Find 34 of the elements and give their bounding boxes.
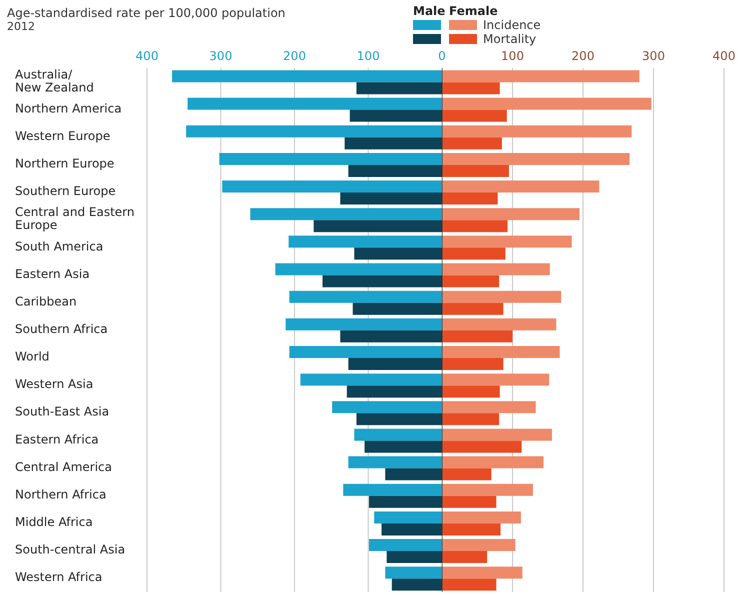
- y-tick-label: Northern America: [15, 102, 122, 116]
- x-tick-label: 100: [356, 49, 380, 63]
- x-tick-label: 200: [283, 49, 306, 63]
- y-tick-label: South-East Asia: [15, 405, 110, 420]
- chart-title: Age-standardised rate per 100,000 population: [7, 6, 286, 20]
- y-tick-label: Caribbean: [15, 294, 77, 309]
- legend-label: Incidence: [483, 18, 541, 32]
- y-tick-label: South America: [15, 240, 104, 254]
- y-tick-label: Western Europe: [15, 129, 110, 144]
- y-tick-label: South-central Asia: [15, 542, 126, 557]
- y-tick-label: Southern Europe: [15, 184, 116, 198]
- y-tick-label: Northern Europe: [15, 156, 114, 171]
- y-tick-label: Central America: [15, 460, 112, 474]
- x-tick-label: 0: [438, 49, 446, 63]
- y-tick-label: World: [15, 350, 50, 364]
- y-tick-label: Western Asia: [15, 377, 94, 392]
- y-tick-label: Central and Eastern Europe: [15, 205, 135, 232]
- x-tick-label: 400: [712, 49, 736, 63]
- x-tick-label: 100: [501, 49, 524, 63]
- x-tick-label: 400: [136, 49, 158, 63]
- legend-label: Mortality: [483, 32, 536, 46]
- x-tick-label: 200: [572, 49, 594, 63]
- y-tick-label: Northern Africa: [15, 488, 106, 502]
- x-tick-label: 300: [209, 49, 232, 63]
- y-tick-label: Eastern Africa: [15, 432, 99, 447]
- y-tick-label: Western Africa: [15, 570, 102, 584]
- text: 2012: [7, 20, 36, 33]
- x-tick-label: 300: [642, 49, 665, 63]
- y-tick-label: Eastern Asia: [15, 267, 90, 282]
- y-tick-label: Southern Africa: [15, 322, 108, 336]
- y-tick-label: Australia/ New Zealand: [15, 68, 94, 95]
- legend-title: Female: [449, 4, 498, 18]
- y-tick-label: Middle Africa: [15, 515, 93, 530]
- legend-title: Male: [413, 4, 446, 18]
